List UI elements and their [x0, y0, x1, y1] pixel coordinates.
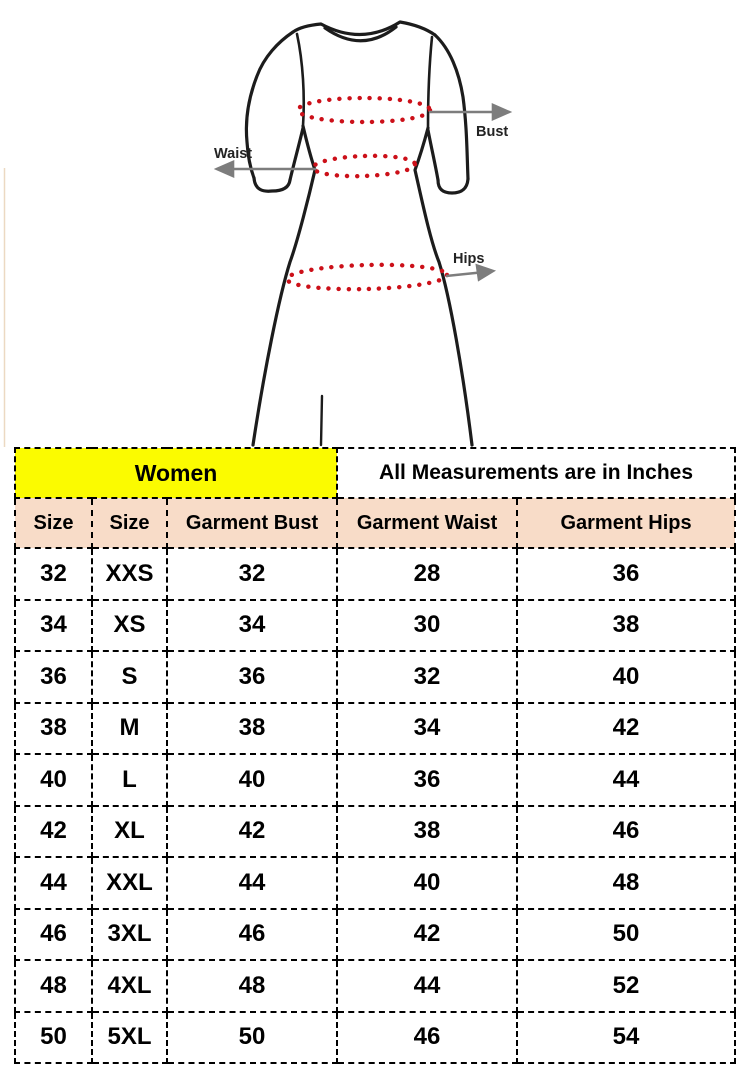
table-cell: 32: [14, 547, 93, 601]
table-cell: 54: [516, 1010, 737, 1064]
table-cell: 36: [165, 650, 339, 704]
table-cell: 46: [165, 907, 339, 961]
table-cell: 44: [14, 856, 93, 910]
waist-label: Waist: [214, 146, 252, 162]
table-cell: XS: [91, 598, 168, 652]
table-cell: 32: [336, 650, 519, 704]
table-cell: 38: [336, 804, 519, 858]
column-header-garment-waist: Garment Waist: [336, 497, 519, 549]
hips-label: Hips: [453, 251, 484, 267]
right-cuff: [436, 177, 470, 195]
table-cell: 38: [14, 701, 93, 755]
table-cell: 52: [516, 959, 737, 1013]
table-cell: 48: [516, 856, 737, 910]
table-cell: 40: [14, 753, 93, 807]
table-cell: 3XL: [91, 907, 168, 961]
table-cell: 42: [14, 804, 93, 858]
measurement-labels: Bust Waist Hips: [214, 124, 508, 267]
table-cell: 4XL: [91, 959, 168, 1013]
table-row: 38 M 38 34 42: [14, 701, 737, 755]
table-cell: 42: [165, 804, 339, 858]
table-cell: XXL: [91, 856, 168, 910]
table-row: 50 5XL 50 46 54: [14, 1010, 737, 1064]
size-chart-table: Women All Measurements are in Inches Siz…: [13, 447, 737, 1064]
column-header-size-numeric: Size: [14, 497, 93, 549]
column-header-garment-hips: Garment Hips: [516, 497, 737, 549]
table-cell: 42: [336, 907, 519, 961]
table-cell: 36: [516, 547, 737, 601]
dress-outline: [244, 20, 474, 447]
women-header: Women: [13, 447, 339, 499]
table-cell: 42: [516, 701, 737, 755]
table-cell: 40: [165, 753, 339, 807]
size-table-body: 32 XXS 32 28 36 34 XS 34 30 38 36 S 36 32 40 38 M 38 34 42 4…: [14, 547, 737, 1064]
table-cell: 48: [14, 959, 93, 1013]
table-cell: L: [91, 753, 168, 807]
table-row: 36 S 36 32 40: [14, 650, 737, 704]
table-cell: S: [91, 650, 168, 704]
table-cell: 34: [336, 701, 519, 755]
table-row: 40 L 40 36 44: [14, 753, 737, 807]
bust-measure-ellipse: [295, 95, 433, 125]
table-row: 42 XL 42 38 46: [14, 804, 737, 858]
table-cell: 28: [336, 547, 519, 601]
left-cuff: [252, 176, 292, 193]
table-cell: 46: [336, 1010, 519, 1064]
table-cell: M: [91, 701, 168, 755]
measurement-arrows: [213, 103, 513, 282]
table-row: 44 XXL 44 40 48: [14, 856, 737, 910]
table-cell: 34: [14, 598, 93, 652]
table-cell: 38: [516, 598, 737, 652]
table-cell: 38: [165, 701, 339, 755]
table-cell: 44: [336, 959, 519, 1013]
collar: [291, 20, 437, 37]
table-cell: 44: [165, 856, 339, 910]
table-cell: 36: [14, 650, 93, 704]
table-cell: 50: [165, 1010, 339, 1064]
hips-measure-ellipse: [284, 262, 450, 292]
column-header-row: Size Size Garment Bust Garment Waist Gar…: [14, 497, 737, 549]
table-cell: 50: [14, 1010, 93, 1064]
table-cell: 30: [336, 598, 519, 652]
hips-arrow: [445, 271, 481, 278]
bust-label: Bust: [476, 124, 508, 140]
table-row: 34 XS 34 30 38: [14, 598, 737, 652]
garment-measurement-diagram: Bust Waist Hips: [0, 0, 746, 447]
table-cell: 48: [165, 959, 339, 1013]
group-header-row: Women All Measurements are in Inches: [13, 447, 737, 499]
units-header: All Measurements are in Inches: [336, 447, 737, 499]
skirt-fold-line: [319, 394, 324, 447]
table-cell: XL: [91, 804, 168, 858]
table-cell: 46: [516, 804, 737, 858]
table-row: 46 3XL 46 42 50: [14, 907, 737, 961]
table-cell: 44: [516, 753, 737, 807]
table-row: 32 XXS 32 28 36: [14, 547, 737, 601]
column-header-size-alpha: Size: [91, 497, 168, 549]
table-cell: 50: [516, 907, 737, 961]
table-cell: 40: [516, 650, 737, 704]
table-cell: 40: [336, 856, 519, 910]
table-cell: 34: [165, 598, 339, 652]
table-cell: XXS: [91, 547, 168, 601]
table-cell: 46: [14, 907, 93, 961]
table-row: 48 4XL 48 44 52: [14, 959, 737, 1013]
waist-measure-ellipse: [310, 153, 418, 179]
table-cell: 32: [165, 547, 339, 601]
table-cell: 36: [336, 753, 519, 807]
table-cell: 5XL: [91, 1010, 168, 1064]
column-header-garment-bust: Garment Bust: [165, 497, 339, 549]
